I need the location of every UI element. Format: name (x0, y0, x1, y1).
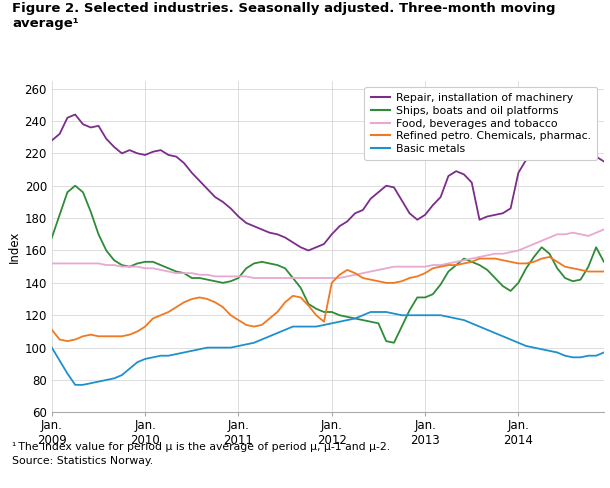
Line: Ships, boats and oil platforms: Ships, boats and oil platforms (52, 186, 604, 343)
Basic metals (243, 342, 250, 347)
Refined petro. Chemicals, pharmac. (63, 338, 71, 344)
Refined petro. Chemicals, pharmac. (48, 327, 56, 333)
Basic metals (437, 312, 444, 318)
Food, beverages and tobacco (250, 275, 257, 281)
Line: Repair, installation of machinery: Repair, installation of machinery (52, 115, 604, 250)
Basic metals (367, 309, 375, 315)
Ships, boats and oil platforms (71, 183, 79, 189)
Basic metals (375, 309, 382, 315)
Refined petro. Chemicals, pharmac. (546, 254, 553, 260)
Food, beverages and tobacco (48, 261, 56, 266)
Ships, boats and oil platforms (569, 278, 576, 284)
Line: Basic metals: Basic metals (52, 312, 604, 385)
Basic metals (600, 349, 608, 355)
Refined petro. Chemicals, pharmac. (569, 265, 576, 271)
Ships, boats and oil platforms (134, 261, 141, 266)
Basic metals (414, 312, 421, 318)
Food, beverages and tobacco (406, 264, 413, 269)
Basic metals (134, 359, 141, 365)
Legend: Repair, installation of machinery, Ships, boats and oil platforms, Food, beverag: Repair, installation of machinery, Ships… (364, 86, 597, 161)
Ships, boats and oil platforms (390, 340, 398, 346)
Refined petro. Chemicals, pharmac. (600, 268, 608, 274)
Food, beverages and tobacco (600, 226, 608, 232)
Text: average¹: average¹ (12, 17, 79, 30)
Ships, boats and oil platforms (414, 294, 421, 300)
Ships, boats and oil platforms (600, 259, 608, 265)
Refined petro. Chemicals, pharmac. (134, 328, 141, 334)
Y-axis label: Index: Index (7, 230, 21, 263)
Text: Figure 2. Selected industries. Seasonally adjusted. Three-month moving: Figure 2. Selected industries. Seasonall… (12, 2, 556, 16)
Food, beverages and tobacco (429, 262, 437, 268)
Repair, installation of machinery (48, 138, 56, 143)
Food, beverages and tobacco (235, 273, 242, 279)
Repair, installation of machinery (437, 194, 444, 200)
Refined petro. Chemicals, pharmac. (367, 277, 375, 283)
Ships, boats and oil platforms (243, 265, 250, 271)
Refined petro. Chemicals, pharmac. (243, 322, 250, 328)
Repair, installation of machinery (600, 159, 608, 164)
Repair, installation of machinery (134, 150, 141, 156)
Refined petro. Chemicals, pharmac. (406, 275, 413, 281)
Refined petro. Chemicals, pharmac. (429, 265, 437, 271)
Ships, boats and oil platforms (48, 235, 56, 241)
Text: Source: Statistics Norway.: Source: Statistics Norway. (12, 456, 153, 466)
Repair, installation of machinery (414, 217, 421, 223)
Food, beverages and tobacco (181, 270, 188, 276)
Text: ¹ The index value for period μ is the average of period μ, μ-1 and μ-2.: ¹ The index value for period μ is the av… (12, 442, 390, 451)
Repair, installation of machinery (375, 189, 382, 195)
Line: Food, beverages and tobacco: Food, beverages and tobacco (52, 229, 604, 278)
Basic metals (48, 345, 56, 350)
Ships, boats and oil platforms (367, 319, 375, 325)
Line: Refined petro. Chemicals, pharmac.: Refined petro. Chemicals, pharmac. (52, 257, 604, 341)
Food, beverages and tobacco (126, 264, 133, 269)
Repair, installation of machinery (305, 247, 312, 253)
Repair, installation of machinery (71, 112, 79, 118)
Basic metals (569, 354, 576, 360)
Ships, boats and oil platforms (437, 282, 444, 287)
Food, beverages and tobacco (367, 268, 375, 274)
Basic metals (71, 382, 79, 388)
Repair, installation of machinery (243, 220, 250, 226)
Repair, installation of machinery (569, 157, 576, 163)
